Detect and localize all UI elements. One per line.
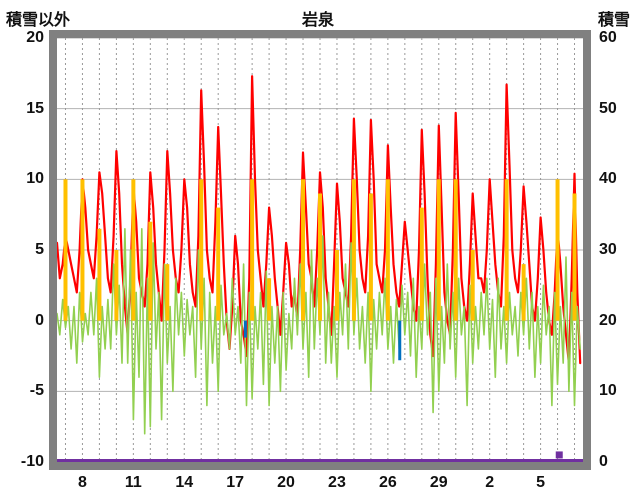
y-right-tick-label: 0 xyxy=(599,453,608,470)
yellow-bars-bar xyxy=(63,179,68,321)
y-right-tick-label: 60 xyxy=(599,29,617,46)
x-tick-label: 20 xyxy=(277,474,295,491)
plot-frame xyxy=(49,30,591,470)
yellow-bars-bar xyxy=(555,179,560,321)
y-left-tick-label: 0 xyxy=(35,311,44,329)
yellow-bars-bar xyxy=(199,179,204,321)
yellow-bars-bar xyxy=(97,228,102,321)
blue-bars-bar xyxy=(243,320,247,338)
x-tick-label: 11 xyxy=(124,474,142,491)
y-right-tick-label: 30 xyxy=(599,241,617,258)
right-axis-title: 積雪 xyxy=(597,12,630,29)
yellow-bars-bar xyxy=(334,250,339,321)
y-right-tick-label: 50 xyxy=(599,99,617,117)
y-right-tick-label: 10 xyxy=(599,382,617,400)
yellow-bars-bar xyxy=(148,221,153,321)
y-left-tick-label: -5 xyxy=(29,382,44,400)
x-tick-label: 26 xyxy=(378,474,397,491)
chart-title: 岩泉 xyxy=(301,12,334,29)
x-tick-label: 14 xyxy=(175,474,194,491)
yellow-bars-bar xyxy=(436,179,441,321)
x-tick-label: 5 xyxy=(536,474,546,491)
y-left-tick-label: 15 xyxy=(26,99,44,117)
yellow-bars-bar xyxy=(318,193,322,321)
yellow-bars-bar xyxy=(351,179,356,321)
blue-bars-bar xyxy=(398,320,402,361)
y-left-tick-label: 5 xyxy=(35,241,44,258)
yellow-bars-bar xyxy=(504,179,509,321)
yellow-bars-bar xyxy=(216,207,221,321)
yellow-bars-bar xyxy=(419,207,424,321)
yellow-bars-bar xyxy=(572,193,577,321)
yellow-bars-bar xyxy=(301,179,306,321)
yellow-bars-bar xyxy=(368,193,373,321)
yellow-bars-bar xyxy=(80,179,85,321)
x-tick-label: 8 xyxy=(77,474,87,491)
y-right-tick-label: 40 xyxy=(599,170,617,188)
x-tick-label: 29 xyxy=(429,474,448,491)
x-tick-label: 23 xyxy=(328,474,346,491)
left-axis-title: 積雪以外 xyxy=(6,12,71,29)
y-left-tick-label: 20 xyxy=(26,29,44,46)
yellow-bars-bar xyxy=(165,264,170,321)
yellow-bars-bar xyxy=(385,179,390,321)
x-tick-label: 2 xyxy=(485,474,495,491)
y-right-tick-label: 20 xyxy=(599,311,617,329)
yellow-bars-bar xyxy=(114,250,119,321)
y-left-tick-label: -10 xyxy=(20,453,44,470)
plot-area xyxy=(57,38,583,462)
y-left-tick-label: 10 xyxy=(26,170,44,188)
yellow-bars-bar xyxy=(470,250,475,321)
yellow-bars-bar xyxy=(131,179,136,321)
yellow-bars-bar xyxy=(521,264,526,321)
yellow-bars-bar xyxy=(267,278,272,321)
x-tick-label: 17 xyxy=(226,474,245,491)
purple-snow-line-marker xyxy=(555,451,563,459)
yellow-bars-bar xyxy=(453,179,458,321)
yellow-bars-bar xyxy=(250,179,255,321)
